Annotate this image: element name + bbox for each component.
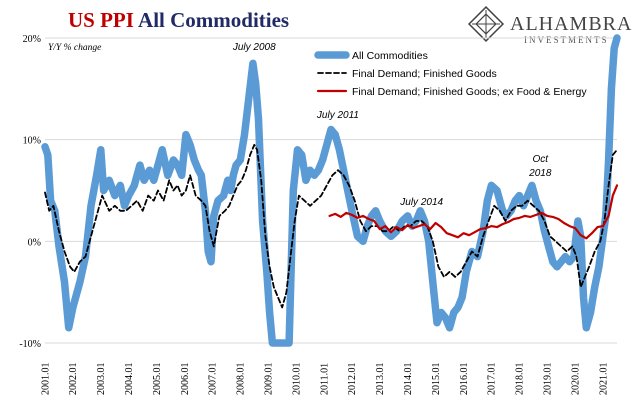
x-tick-label: 2006.01 xyxy=(180,363,191,396)
legend-label-2: Final Demand; Finished Goods; ex Food & … xyxy=(352,86,587,98)
x-tick-label: 2002.01 xyxy=(68,363,79,396)
annotations: July 2008 July 2011 July 2014 Oct 2018 xyxy=(232,42,552,208)
annotation-label: July 2014 xyxy=(399,197,443,208)
x-tick-label: 2020.01 xyxy=(570,363,581,396)
diamond-logo-icon xyxy=(467,6,505,43)
x-tick-label: 2004.01 xyxy=(124,363,135,396)
series-line-2 xyxy=(328,184,619,240)
legend: All Commodities Final Demand; Finished Go… xyxy=(314,50,587,98)
chart-title: US PPI All Commodities xyxy=(68,8,289,33)
x-tick-label: 2009.01 xyxy=(263,363,274,396)
x-tick-label: 2005.01 xyxy=(152,363,163,396)
x-tick-label: 2003.01 xyxy=(96,363,107,396)
x-tick-label: 2016.01 xyxy=(459,363,470,396)
x-tick-label: 2019.01 xyxy=(543,363,554,396)
y-tick-label: 0% xyxy=(28,237,41,248)
title-red-part: US PPI xyxy=(68,8,134,32)
x-tick-label: 2014.01 xyxy=(403,363,414,396)
x-axis-ticks: 2001.01 2002.01 2003.01 2004.01 2005.01 2006.… xyxy=(40,363,609,396)
alhambra-logo: ALHAMBRA INVESTMENTS xyxy=(467,6,632,45)
annotation-label: July 2011 xyxy=(316,110,359,121)
series-line-0 xyxy=(41,34,621,347)
y-axis-label: Y/Y % change xyxy=(48,43,101,53)
x-tick-label: 2011.01 xyxy=(319,363,330,395)
x-tick-label: 2008.01 xyxy=(236,363,247,396)
x-tick-label: 2012.01 xyxy=(347,363,358,396)
y-tick-label: -10% xyxy=(19,339,41,350)
legend-label-0: All Commodities xyxy=(352,50,428,62)
annotation-label: 2018 xyxy=(528,168,552,179)
y-axis-ticks: -10% 0% 10% 20% xyxy=(19,34,41,350)
x-tick-label: 2001.01 xyxy=(40,363,51,396)
annotation-label: Oct xyxy=(532,154,549,165)
legend-label-1: Final Demand; Finished Goods xyxy=(352,68,497,80)
y-tick-label: 20% xyxy=(23,34,41,45)
x-tick-label: 2017.01 xyxy=(487,363,498,395)
x-tick-label: 2021.01 xyxy=(598,363,609,396)
x-tick-label: 2015.01 xyxy=(431,363,442,396)
x-tick-label: 2018.01 xyxy=(515,363,526,396)
series-line-1 xyxy=(44,143,618,309)
logo-subtitle: INVESTMENTS xyxy=(524,35,609,45)
grid-lines xyxy=(45,37,617,344)
y-tick-label: 10% xyxy=(23,136,41,147)
annotation-label: July 2008 xyxy=(232,42,276,53)
series-group xyxy=(41,34,621,347)
x-tick-label: 2010.01 xyxy=(291,363,302,396)
logo-name: ALHAMBRA xyxy=(510,13,632,35)
title-navy-part: All Commodities xyxy=(138,8,290,32)
x-tick-label: 2013.01 xyxy=(375,363,386,396)
x-tick-label: 2007.01 xyxy=(208,363,219,396)
